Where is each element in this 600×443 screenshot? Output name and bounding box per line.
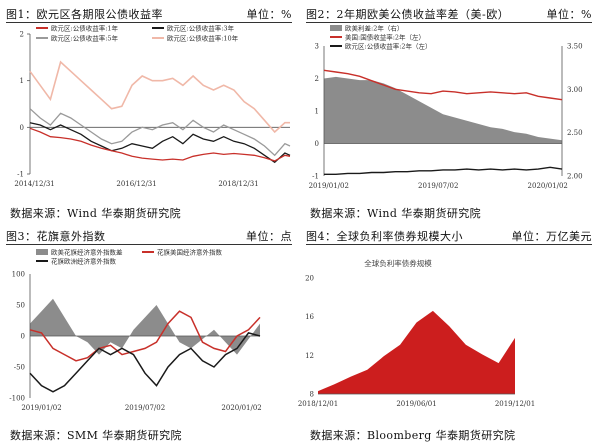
chart-header: 图2：2年期欧美公债收益率差（美-欧） 单位：%: [306, 6, 592, 22]
x-tick-label: 2018/12/31: [218, 180, 258, 188]
series-line: [29, 108, 291, 157]
chart-header: 图1：欧元区各期限公债收益率 单位：%: [6, 6, 292, 22]
y-tick-label: 20: [305, 275, 314, 283]
y2-tick-label: 2.50: [567, 129, 583, 137]
chart-inner-title: 全球负利率债券规模: [364, 258, 432, 268]
chart-header: 图4：全球负利率债券规模大小 单位：万亿美元: [306, 228, 592, 244]
legend-label: 美国:国债收益率:2年（左）: [345, 33, 425, 42]
x-tick-label: 2019/06/01: [396, 400, 436, 408]
y-tick-label: 8: [310, 391, 314, 399]
y-tick-label: 12: [305, 352, 314, 360]
y-tick-label: 0: [20, 124, 24, 132]
x-tick-label: 2019/01/02: [21, 404, 61, 412]
y-tick-label: -1: [17, 171, 24, 179]
chart-title: 图2：2年期欧美公债收益率差（美-欧）: [306, 8, 510, 21]
chart-unit: 单位：万亿美元: [511, 230, 592, 243]
chart-title: 图4：全球负利率债券规模大小: [306, 230, 463, 243]
chart-area-4: 8 12 16 20 2018/12/01 2019/06/01 2019/12/01 全球负…: [298, 258, 535, 408]
series-area: [318, 310, 515, 394]
legend-label: 欧元区:公债收益率:5年: [51, 34, 119, 43]
header-rule: [306, 22, 592, 23]
x-tick-label: 2014/12/31: [14, 180, 54, 188]
x-tick-label: 2019/07/02: [418, 182, 458, 190]
series-line: [324, 166, 563, 175]
header-rule: [6, 22, 292, 23]
series-line: [29, 60, 290, 134]
y-tick-label: 0: [21, 333, 25, 341]
chart-unit: 单位：%: [546, 8, 592, 21]
chart-unit: 单位：点: [246, 230, 292, 243]
chart-header: 图3：花旗意外指数 单位：点: [6, 228, 292, 244]
chart-source: 数据来源：Wind 华泰期货研究院: [10, 207, 182, 220]
chart-unit: 单位：%: [246, 8, 292, 21]
series-line: [323, 69, 563, 101]
y-tick-label: 2: [20, 31, 24, 39]
x-tick-label: 2020/01/02: [221, 404, 261, 412]
y2-tick-label: 3.50: [567, 43, 583, 51]
legend-label: 欧元区:公债收益率:10年: [167, 34, 239, 43]
x-tick-label: 2018/12/01: [298, 400, 338, 408]
legend-label: 花旗欧洲经济意外指数: [51, 257, 117, 266]
y-tick-label: -1: [312, 173, 319, 181]
y-tick-label: -100: [9, 395, 25, 403]
chart-title: 图3：花旗意外指数: [6, 230, 106, 243]
y-tick-label: 0: [315, 140, 319, 148]
legend-label: 欧美花旗经济意外指数差: [51, 248, 123, 257]
chart-area-2: -1 0 1 2 3 2.00 2.50 3.00 3.50 2019/01/02 2019/07/…: [309, 24, 583, 191]
y-tick-label: 2: [315, 75, 319, 83]
header-rule: [6, 244, 292, 245]
chart-source: 数据来源：Bloomberg 华泰期货研究院: [310, 429, 516, 442]
series-line: [29, 127, 291, 162]
legend-label: 欧元区:公债收益率:1年: [51, 24, 119, 33]
series-line: [29, 310, 261, 362]
y-tick-label: 16: [305, 313, 314, 321]
chart-title: 图1：欧元区各期限公债收益率: [6, 8, 163, 21]
legend-swatch: [330, 25, 342, 31]
series-area: [324, 76, 562, 144]
legend-label: 花旗美国经济意外指数: [157, 248, 223, 257]
x-tick-label: 2019/01/02: [309, 182, 349, 190]
x-tick-label: 2016/12/31: [116, 180, 156, 188]
legend-label: 欧元区:公债收益率:2年（左）: [345, 42, 432, 51]
series-line: [29, 332, 261, 393]
series-area: [30, 298, 260, 355]
legend-label: 欧元区:公债收益率:3年: [167, 24, 235, 33]
y2-tick-label: 2.00: [567, 173, 583, 181]
y-tick-label: 1: [20, 77, 24, 85]
series-line: [29, 122, 291, 164]
y-tick-label: 50: [16, 302, 25, 310]
y-tick-label: 100: [12, 271, 25, 279]
legend-swatch: [36, 249, 48, 255]
chart-source: 数据来源：Wind 华泰期货研究院: [310, 207, 482, 220]
x-tick-label: 2019/12/01: [495, 400, 535, 408]
x-tick-label: 2019/07/02: [125, 404, 165, 412]
y-tick-label: 3: [315, 43, 319, 51]
y-tick-label: -50: [14, 364, 25, 372]
legend-label: 欧美利差:2年（右）: [345, 24, 403, 33]
chart-area-3: -100 -50 0 50 100 2019/01/02 2019/07/02 2020/01…: [9, 248, 262, 413]
chart-area-1: -1 0 1 2 2014/12/31 2016/12/31 2018/12/31 欧元区:公…: [14, 24, 291, 188]
header-rule: [306, 244, 592, 245]
y2-tick-label: 3.00: [567, 86, 583, 94]
y-tick-label: 1: [315, 108, 319, 116]
chart-source: 数据来源：SMM 华泰期货研究院: [10, 429, 182, 442]
x-tick-label: 2020/01/02: [528, 182, 568, 190]
